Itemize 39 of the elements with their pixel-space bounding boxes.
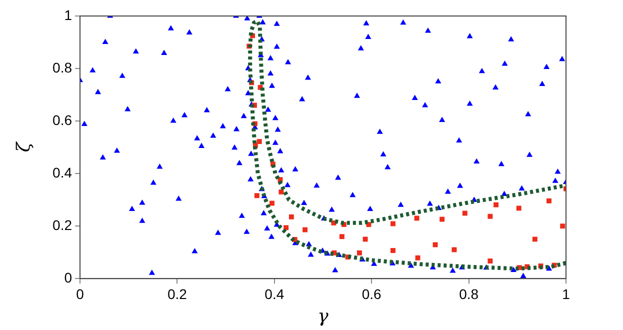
point: [390, 221, 396, 226]
point: [339, 234, 344, 240]
point: [390, 248, 396, 253]
point: [278, 189, 284, 194]
point: [488, 258, 493, 264]
point: [256, 139, 262, 144]
x-tick-label: 0.6: [362, 286, 382, 302]
point: [532, 236, 538, 242]
y-tick-label: 1: [64, 6, 72, 23]
x-tick-label: 0.2: [167, 286, 188, 302]
y-tick-label: 0.4: [52, 164, 72, 180]
y-tick-label: 0.2: [52, 216, 72, 233]
point: [302, 227, 308, 232]
x-tick-label: 0: [76, 286, 84, 302]
point: [415, 255, 420, 260]
point: [462, 210, 468, 216]
y-axis-title: ζ: [13, 141, 34, 152]
y-tick-label: 0.6: [52, 112, 72, 128]
point: [288, 214, 294, 220]
point: [546, 198, 552, 204]
x-axis-title: γ: [318, 306, 329, 327]
point: [516, 206, 522, 211]
y-tick-label: 0: [64, 269, 72, 286]
point: [452, 247, 457, 252]
point: [356, 250, 362, 256]
point: [362, 236, 368, 242]
point: [494, 202, 498, 208]
y-tick-label: 0.8: [52, 59, 72, 76]
point: [269, 200, 274, 206]
point: [432, 242, 438, 248]
x-tick-label: 0.4: [264, 286, 284, 302]
x-tick-label: 0.8: [459, 286, 479, 302]
point: [488, 214, 493, 219]
point: [414, 216, 420, 221]
point: [254, 193, 260, 198]
point: [440, 216, 445, 222]
x-tick-label: 1: [562, 286, 570, 302]
point: [560, 224, 566, 229]
point: [284, 225, 289, 230]
